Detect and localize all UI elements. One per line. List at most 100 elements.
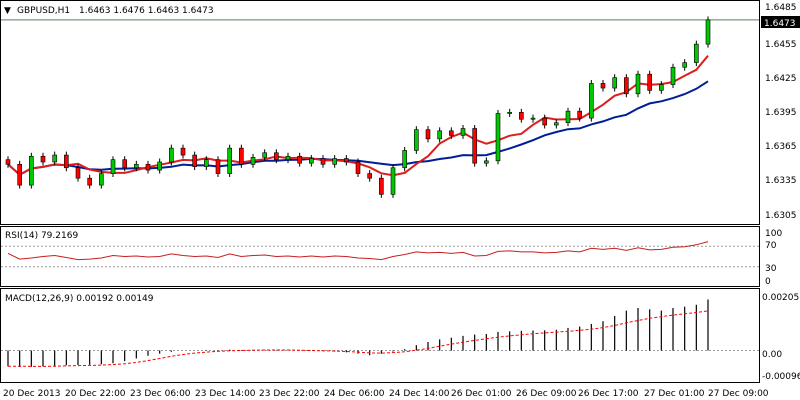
candle-body bbox=[402, 150, 407, 169]
price-plot bbox=[1, 16, 759, 198]
time-tick: 20 Dec 22:00 bbox=[65, 389, 126, 399]
header-arrow-icon[interactable]: ▼ bbox=[4, 6, 11, 16]
rsi-axis: 100 70 30 0 bbox=[765, 229, 782, 287]
candle-body bbox=[192, 154, 197, 167]
rsi-level-70: 70 bbox=[765, 241, 777, 251]
candle-body bbox=[332, 158, 337, 165]
macd-plot bbox=[1, 299, 759, 367]
rsi-level-0: 0 bbox=[765, 277, 771, 287]
time-tick: 23 Dec 14:00 bbox=[195, 389, 256, 399]
candle-body bbox=[309, 158, 314, 164]
macd-signal-line bbox=[8, 310, 709, 367]
candle-body bbox=[227, 147, 232, 174]
price-axis: 1.6485 1.6455 1.6425 1.6395 1.6365 1.633… bbox=[765, 3, 797, 221]
candle-body bbox=[705, 19, 711, 45]
current-price-label: 1.6473 bbox=[764, 19, 796, 29]
candle-body bbox=[600, 83, 606, 89]
candle-body bbox=[320, 158, 326, 165]
candle-body bbox=[647, 73, 652, 91]
candle-body bbox=[64, 154, 69, 169]
time-tick: 23 Dec 22:00 bbox=[259, 389, 320, 399]
price-panel-frame bbox=[0, 0, 760, 225]
candle-body bbox=[577, 110, 582, 119]
price-tick: 1.6305 bbox=[765, 211, 797, 221]
candle-body bbox=[250, 157, 256, 165]
candle-body bbox=[5, 159, 11, 165]
ohlc-values: 1.6463 1.6476 1.6463 1.6473 bbox=[79, 6, 214, 16]
candle-body bbox=[519, 112, 524, 120]
candle-body bbox=[40, 155, 46, 163]
candle-body bbox=[542, 117, 547, 126]
candle-body bbox=[344, 158, 349, 163]
candle-body bbox=[379, 177, 384, 195]
candle-body bbox=[484, 160, 489, 164]
time-tick: 24 Dec 06:00 bbox=[324, 389, 385, 399]
macd-panel-frame bbox=[0, 288, 760, 383]
candle-body bbox=[472, 128, 477, 164]
candle-body bbox=[589, 83, 594, 119]
rsi-panel-frame bbox=[0, 226, 760, 287]
candle-body bbox=[565, 110, 571, 124]
price-tick: 1.6365 bbox=[765, 142, 797, 152]
candle-body bbox=[122, 159, 127, 169]
candle-body bbox=[425, 129, 431, 140]
time-tick: 27 Dec 01:00 bbox=[644, 389, 705, 399]
current-price-box bbox=[761, 16, 800, 28]
candle-body bbox=[449, 130, 454, 136]
rsi-line bbox=[7, 241, 709, 261]
symbol-label: GBPUSD,H1 bbox=[17, 6, 70, 16]
candle-body bbox=[507, 112, 512, 114]
time-tick: 26 Dec 09:00 bbox=[516, 389, 577, 399]
candle-body bbox=[670, 66, 676, 85]
candle-body bbox=[169, 147, 174, 163]
candle-body bbox=[29, 155, 34, 186]
time-tick: 27 Dec 09:00 bbox=[708, 389, 769, 399]
price-tick: 1.6455 bbox=[765, 40, 797, 50]
candle-body bbox=[99, 173, 104, 186]
candle-body bbox=[239, 147, 244, 165]
rsi-plot bbox=[1, 241, 759, 268]
candle-body bbox=[635, 73, 641, 95]
candle-body bbox=[285, 155, 291, 160]
candle-body bbox=[624, 77, 629, 95]
price-tick: 1.6395 bbox=[765, 108, 797, 118]
time-axis: 20 Dec 2013 20 Dec 22:00 23 Dec 06:00 23… bbox=[3, 389, 769, 399]
candle-body bbox=[297, 155, 302, 164]
candle-body bbox=[390, 167, 396, 195]
candle-body bbox=[134, 164, 139, 169]
candle-body bbox=[460, 128, 466, 136]
candle-body bbox=[87, 177, 92, 186]
candle-body bbox=[145, 164, 151, 171]
candle-body bbox=[554, 122, 559, 126]
candle-body bbox=[262, 152, 267, 158]
price-tick: 1.6335 bbox=[765, 176, 797, 186]
time-tick: 24 Dec 14:00 bbox=[389, 389, 450, 399]
time-tick: 26 Dec 17:00 bbox=[578, 389, 639, 399]
macd-level-zero: 0.00 bbox=[762, 350, 782, 360]
macd-level-min: -0.00096 bbox=[762, 372, 800, 382]
candle-body bbox=[110, 159, 116, 174]
time-tick: 23 Dec 06:00 bbox=[130, 389, 191, 399]
rsi-level-100: 100 bbox=[765, 229, 782, 239]
time-tick: 20 Dec 2013 bbox=[3, 389, 61, 399]
candle-body bbox=[437, 130, 442, 140]
candle-body bbox=[215, 159, 221, 174]
macd-label: MACD(12,26,9) 0.00192 0.00149 bbox=[5, 294, 154, 304]
macd-axis: 0.00205 0.00 -0.00096 bbox=[762, 293, 800, 382]
candle-body bbox=[612, 77, 617, 89]
candle-body bbox=[682, 62, 687, 68]
candle-body bbox=[414, 129, 419, 151]
price-tick: 1.6425 bbox=[765, 74, 797, 84]
candle-body bbox=[694, 43, 699, 63]
candle-body bbox=[659, 84, 664, 91]
candle-body bbox=[204, 159, 209, 167]
candle-body bbox=[75, 167, 81, 179]
candle-body bbox=[180, 147, 186, 156]
candle-body bbox=[52, 154, 57, 163]
macd-level-max: 0.00205 bbox=[762, 293, 799, 303]
rsi-label: RSI(14) 79.2169 bbox=[5, 231, 78, 241]
candle-body bbox=[157, 161, 162, 171]
candle-body bbox=[367, 173, 372, 179]
price-tick: 1.6485 bbox=[765, 3, 797, 13]
